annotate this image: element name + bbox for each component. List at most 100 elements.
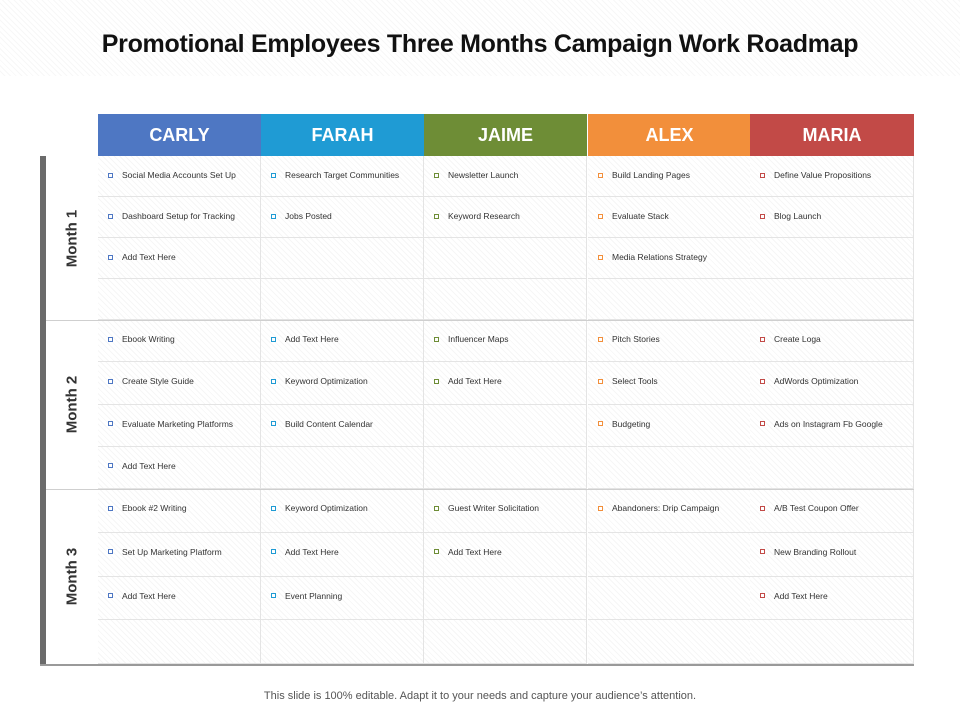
grid-cell: [588, 489, 751, 533]
checkbox-bullet-icon: [108, 463, 113, 469]
task-item: Keyword Optimization: [271, 376, 368, 386]
grid-cell: [261, 197, 424, 238]
month-label-cell: Month 1: [46, 156, 98, 320]
checkbox-bullet-icon: [108, 378, 113, 384]
month-label: Month 1: [63, 209, 81, 267]
grid-cell: [261, 362, 424, 405]
task-item: Influencer Maps: [434, 334, 508, 344]
checkbox-bullet-icon: [598, 505, 603, 511]
title-band: [0, 0, 960, 76]
task-item: Evaluate Marketing Platforms: [108, 419, 233, 429]
task-text: Add Text Here: [122, 252, 176, 262]
month-divider: [46, 489, 914, 490]
grid-cell: [588, 532, 751, 577]
grid-cell: [98, 156, 261, 197]
grid-cell: [424, 279, 587, 320]
grid-cell: [588, 620, 751, 664]
task-item: Ads on Instagram Fb Google: [760, 419, 883, 429]
checkbox-bullet-icon: [760, 593, 765, 598]
checkbox-bullet-icon: [108, 213, 113, 219]
task-item: Build Content Calendar: [271, 419, 373, 429]
grid-cell: [98, 620, 261, 664]
task-text: Media Relations Strategy: [612, 252, 707, 262]
checkbox-bullet-icon: [434, 213, 439, 219]
checkbox-bullet-icon: [760, 336, 765, 342]
task-item: Add Text Here: [108, 461, 176, 471]
checkbox-bullet-icon: [271, 336, 276, 342]
grid-cell: [424, 320, 587, 363]
grid-cell: [261, 320, 424, 363]
column-header-jaime: JAIME: [424, 114, 587, 156]
task-text: Event Planning: [285, 590, 343, 601]
task-text: Influencer Maps: [448, 334, 509, 344]
checkbox-bullet-icon: [760, 378, 765, 384]
task-text: Ebook Writing: [122, 334, 175, 344]
task-text: Select Tools: [612, 376, 658, 387]
grid-cell: [750, 404, 914, 447]
task-text: Abandoners: Drip Campaign: [612, 503, 720, 513]
grid-cell: [98, 532, 261, 577]
grid-cell: [98, 404, 261, 447]
task-text: Dashboard Setup for Tracking: [122, 211, 235, 221]
grid-cell: [424, 156, 587, 197]
checkbox-bullet-icon: [271, 593, 276, 598]
task-item: Build Landing Pages: [598, 170, 690, 180]
month-label: Month 2: [63, 375, 81, 434]
month-label: Month 3: [63, 547, 81, 606]
task-text: Keyword Research: [448, 211, 520, 221]
task-text: Jobs Posted: [285, 211, 332, 221]
task-text: Add Text Here: [448, 546, 502, 557]
checkbox-bullet-icon: [108, 254, 113, 260]
checkbox-bullet-icon: [434, 336, 439, 342]
checkbox-bullet-icon: [108, 593, 113, 598]
task-item: Ebook Writing: [108, 334, 175, 344]
task-item: A/B Test Coupon Offer: [760, 503, 859, 513]
task-item: Add Text Here: [434, 547, 502, 557]
checkbox-bullet-icon: [271, 213, 276, 219]
month-label-cell: Month 3: [46, 489, 98, 664]
grid-cell: [261, 156, 424, 197]
grid-cell: [588, 197, 751, 238]
grid-cell: [750, 446, 914, 489]
month-label-cell: Month 2: [46, 320, 98, 489]
grid-cell: [261, 446, 424, 489]
task-item: Jobs Posted: [271, 211, 332, 221]
task-text: Add Text Here: [285, 334, 339, 344]
grid-cell: [750, 620, 914, 664]
checkbox-bullet-icon: [760, 505, 765, 511]
task-item: Abandoners: Drip Campaign: [598, 503, 719, 513]
grid-cell: [588, 446, 751, 489]
task-item: Newsletter Launch: [434, 170, 518, 180]
task-text: Evaluate Stack: [612, 211, 669, 221]
task-item: Evaluate Stack: [598, 211, 669, 221]
checkbox-bullet-icon: [598, 421, 603, 426]
grid-cell: [98, 362, 261, 405]
task-item: Dashboard Setup for Tracking: [108, 211, 235, 221]
task-text: A/B Test Coupon Offer: [774, 503, 859, 513]
grid-cell: [424, 238, 587, 279]
grid-cell: [424, 620, 587, 664]
task-text: Keyword Optimization: [285, 376, 368, 387]
task-item: Keyword Research: [434, 211, 520, 221]
checkbox-bullet-icon: [598, 172, 603, 178]
grid-cell: [750, 576, 914, 621]
task-item: Blog Launch: [760, 211, 821, 221]
column-header-alex: ALEX: [588, 114, 751, 156]
grid-cell: [750, 156, 914, 197]
task-item: Budgeting: [598, 419, 650, 429]
task-item: Research Target Communities: [271, 170, 399, 180]
task-text: Ads on Instagram Fb Google: [774, 418, 883, 429]
checkbox-bullet-icon: [760, 421, 765, 426]
task-item: New Branding Rollout: [760, 547, 856, 557]
bottom-border: [40, 664, 914, 666]
task-item: Event Planning: [271, 591, 342, 601]
checkbox-bullet-icon: [108, 549, 113, 555]
checkbox-bullet-icon: [434, 172, 439, 178]
grid-cell: [588, 279, 751, 320]
grid-cell: [98, 489, 261, 533]
task-item: Guest Writer Solicitation: [434, 503, 539, 513]
task-item: Add Text Here: [760, 591, 828, 601]
footer-note: This slide is 100% editable. Adapt it to…: [263, 690, 697, 702]
grid-cell: [261, 576, 424, 621]
task-item: Create Style Guide: [108, 376, 194, 386]
